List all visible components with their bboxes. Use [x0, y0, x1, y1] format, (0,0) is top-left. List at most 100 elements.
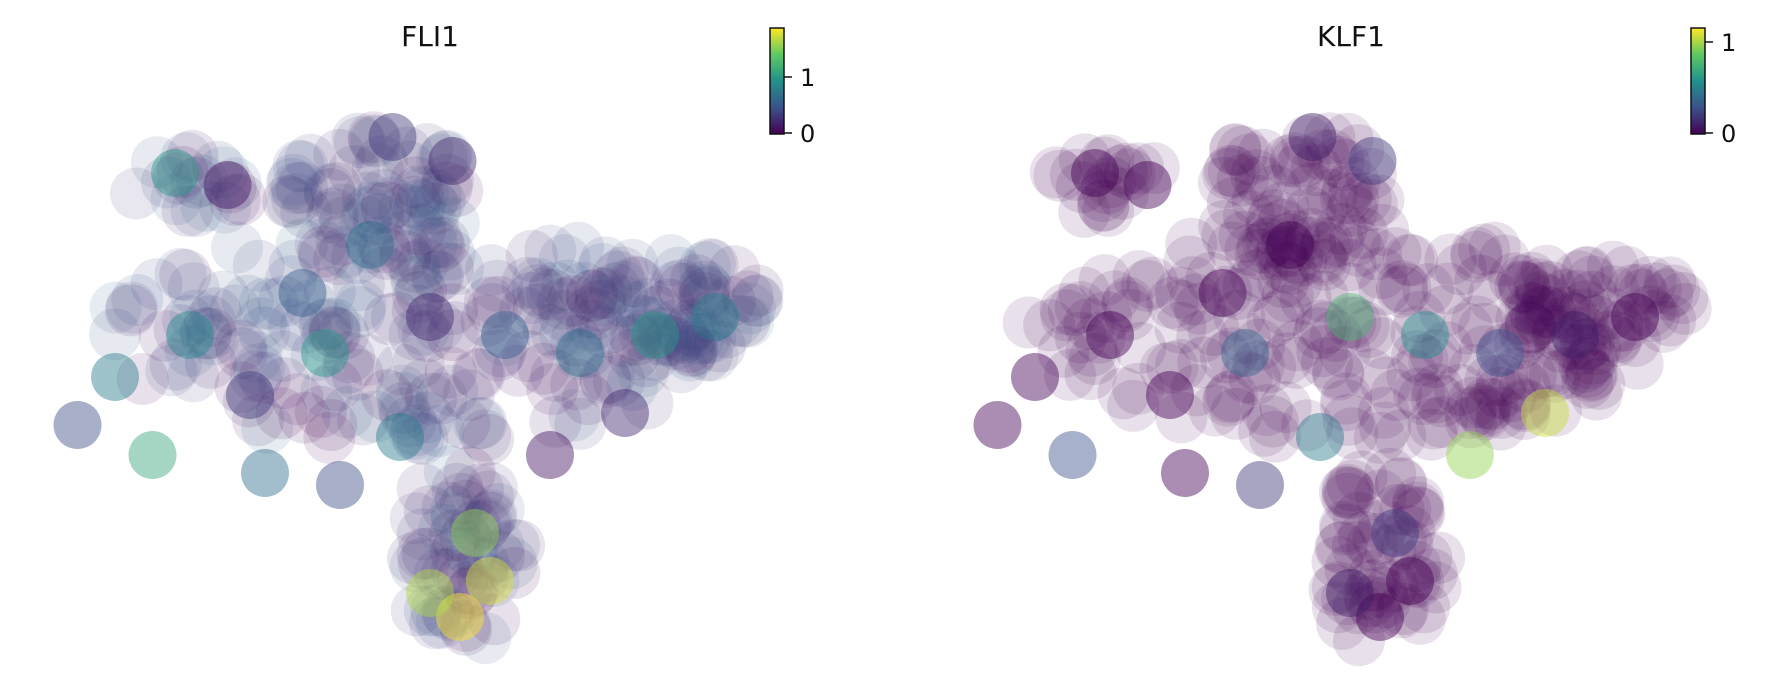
background-point — [1410, 329, 1463, 382]
background-point — [1324, 543, 1377, 596]
background-point — [1374, 409, 1427, 462]
background-point — [657, 262, 710, 315]
background-point — [241, 401, 294, 454]
background-point — [511, 257, 563, 310]
background-point — [1245, 194, 1298, 247]
background-point — [1210, 387, 1263, 440]
background-point — [1564, 350, 1617, 403]
background-point — [1504, 350, 1557, 402]
background-point — [430, 492, 483, 545]
background-point — [1242, 217, 1295, 270]
background-point — [439, 479, 492, 532]
background-point — [149, 338, 202, 391]
background-point — [1454, 254, 1507, 307]
background-point — [396, 237, 449, 290]
background-point — [1397, 373, 1450, 425]
background-point — [684, 290, 737, 343]
background-point — [517, 342, 570, 395]
background-point — [361, 369, 413, 422]
background-point — [1390, 306, 1443, 359]
background-point — [413, 174, 466, 227]
background-point — [1048, 284, 1100, 336]
background-point — [1235, 155, 1287, 208]
background-point — [524, 224, 577, 277]
background-point — [1352, 174, 1405, 227]
data-point — [1401, 311, 1449, 359]
background-point — [401, 310, 454, 363]
background-point — [1502, 302, 1555, 354]
background-point — [1534, 320, 1587, 373]
background-point — [1261, 270, 1314, 323]
background-point — [662, 304, 715, 356]
background-point — [1205, 369, 1258, 422]
background-point — [1080, 162, 1133, 215]
background-point — [351, 143, 404, 196]
background-point — [1393, 291, 1446, 343]
background-point — [593, 354, 645, 407]
background-point — [1484, 370, 1537, 423]
background-point — [1204, 144, 1257, 197]
data-point — [631, 311, 679, 359]
background-point — [1507, 283, 1560, 335]
panel-title: KLF1 — [1317, 20, 1385, 53]
background-point — [1458, 388, 1511, 441]
background-point — [397, 537, 450, 590]
background-point — [1100, 280, 1153, 333]
background-point — [1222, 260, 1275, 313]
background-point — [346, 221, 399, 274]
background-point — [1245, 202, 1298, 255]
background-point — [1272, 144, 1325, 197]
background-point — [1305, 168, 1358, 221]
background-point — [1608, 315, 1661, 367]
data-point — [1071, 149, 1119, 197]
background-point — [1169, 273, 1222, 326]
background-point — [1084, 156, 1137, 209]
background-point — [1369, 227, 1422, 280]
background-point — [1112, 142, 1165, 195]
background-point — [1077, 179, 1130, 232]
background-point — [731, 274, 784, 327]
background-point — [1566, 332, 1619, 385]
background-point — [1248, 410, 1301, 463]
background-point — [1354, 469, 1407, 522]
data-point — [1266, 221, 1314, 269]
background-point — [1270, 336, 1323, 389]
background-point — [1139, 342, 1192, 395]
background-point — [1475, 386, 1528, 439]
background-point — [1296, 325, 1349, 378]
background-point — [266, 176, 319, 229]
background-point — [1637, 300, 1690, 353]
background-point — [1539, 268, 1592, 321]
background-point — [421, 586, 474, 639]
background-point — [1206, 327, 1259, 380]
data-point — [1446, 431, 1494, 479]
background-point — [1200, 265, 1253, 318]
background-point — [1561, 346, 1613, 398]
background-point — [161, 184, 214, 237]
background-point — [677, 263, 730, 316]
background-point — [1270, 136, 1323, 188]
background-point — [1498, 262, 1551, 315]
background-point — [381, 126, 433, 179]
background-point — [1114, 321, 1167, 374]
background-point — [1185, 251, 1238, 304]
background-point — [579, 355, 632, 408]
background-point — [391, 284, 444, 337]
background-point — [331, 348, 384, 401]
background-point — [154, 247, 207, 300]
data-point — [1086, 311, 1134, 359]
background-point — [353, 215, 406, 268]
background-point — [401, 123, 454, 175]
background-point — [1391, 481, 1444, 534]
background-point — [431, 462, 484, 515]
background-point — [1494, 317, 1547, 370]
background-point — [276, 140, 329, 193]
background-point — [152, 152, 205, 205]
background-point — [1236, 221, 1289, 274]
background-point — [1278, 135, 1331, 188]
background-point — [360, 181, 413, 234]
background-point — [366, 176, 419, 229]
background-point — [166, 129, 219, 182]
background-point — [723, 282, 776, 335]
background-point — [363, 293, 416, 346]
